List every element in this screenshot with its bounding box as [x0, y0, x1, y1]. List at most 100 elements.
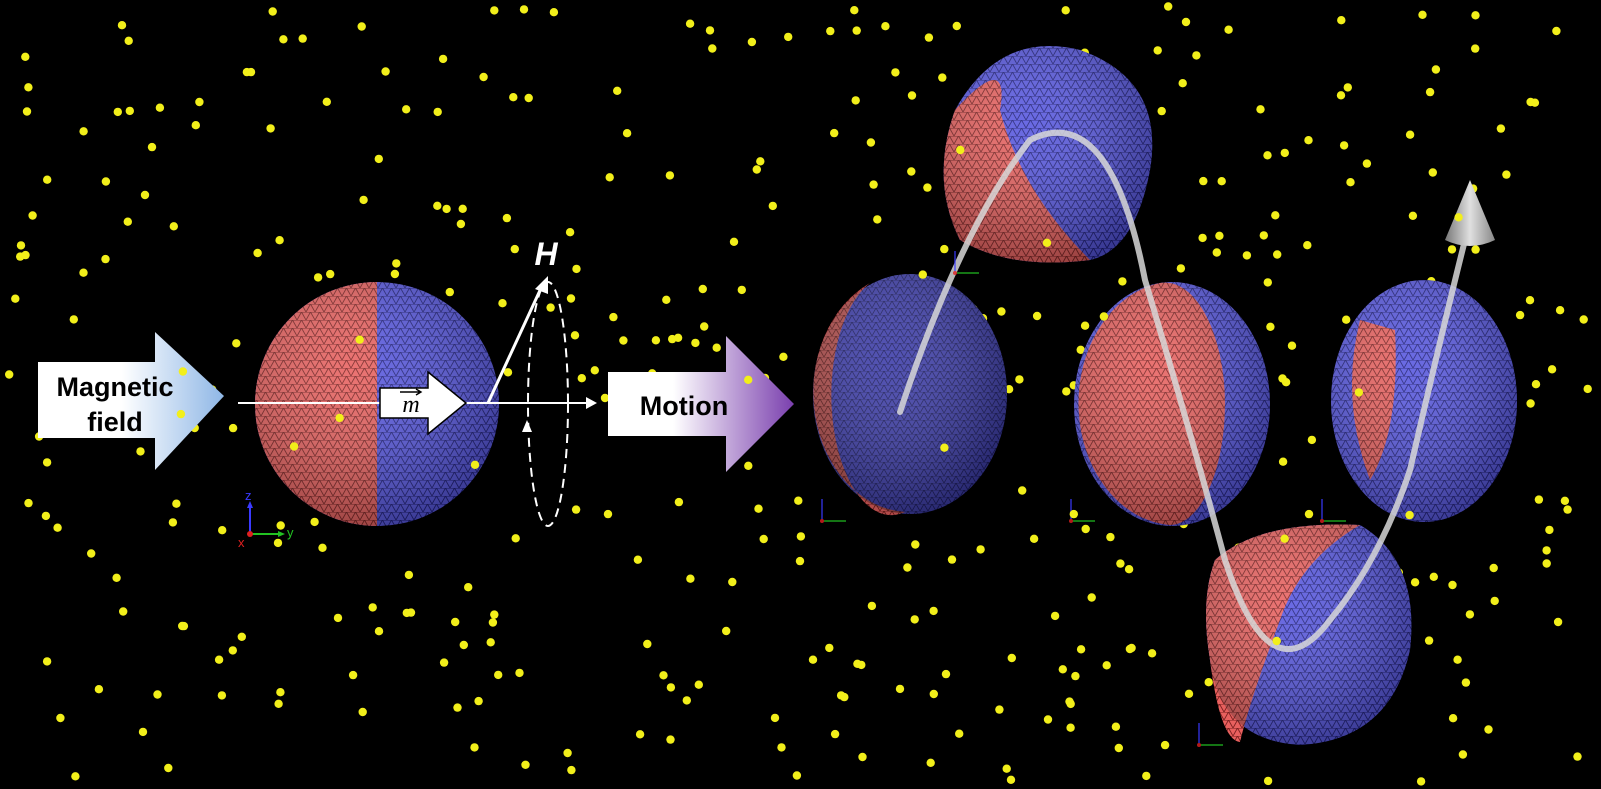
particle: [947, 555, 957, 564]
particle: [374, 627, 384, 636]
particle: [1199, 176, 1208, 186]
particle: [1204, 678, 1213, 687]
particle: [112, 573, 121, 582]
particle: [333, 613, 343, 623]
particle: [659, 671, 668, 680]
particle: [1124, 565, 1134, 574]
particle: [759, 534, 768, 544]
particle: [619, 336, 628, 345]
particle: [1160, 740, 1170, 750]
particle: [1087, 593, 1096, 602]
particle: [509, 93, 518, 102]
particle: [228, 423, 238, 433]
particle: [565, 228, 575, 237]
particle: [651, 336, 661, 345]
particle: [1080, 321, 1090, 330]
particle: [744, 461, 753, 470]
particle: [1081, 524, 1090, 534]
particle: [79, 268, 88, 277]
particle: [494, 670, 503, 680]
particle: [433, 107, 442, 117]
particle: [1346, 178, 1355, 187]
particle: [274, 699, 283, 708]
particle: [768, 201, 777, 211]
particle: [777, 743, 786, 752]
particle: [24, 83, 33, 92]
particle: [1127, 643, 1136, 653]
particle: [147, 142, 157, 152]
particle: [313, 273, 323, 282]
particle: [873, 215, 882, 224]
particle: [1304, 509, 1314, 519]
particle: [298, 34, 307, 43]
particle: [1066, 723, 1075, 732]
field-vector-arrowhead: [535, 276, 548, 294]
particle: [852, 26, 861, 35]
particle-field-front: [5, 21, 1570, 781]
particle: [168, 518, 178, 527]
particle: [1278, 457, 1288, 466]
particle: [1471, 245, 1480, 254]
particle: [1339, 141, 1349, 150]
particle: [708, 44, 717, 53]
particle: [490, 610, 499, 619]
particle: [907, 91, 917, 100]
particle: [42, 458, 52, 467]
particle: [53, 523, 62, 532]
particle: [155, 103, 165, 112]
particle: [929, 606, 938, 616]
particle: [470, 460, 480, 469]
particle: [113, 107, 123, 117]
particle: [546, 303, 555, 312]
particle: [1343, 83, 1353, 92]
particle: [358, 707, 367, 717]
particle: [1303, 241, 1312, 250]
particle: [635, 730, 645, 739]
particle: [138, 727, 148, 737]
axis-triad: z y x: [238, 488, 294, 550]
moment-vector-arrow: m: [379, 370, 468, 436]
particle: [1266, 322, 1275, 331]
particle: [1425, 87, 1435, 97]
particle: [1263, 151, 1272, 160]
particle: [1471, 44, 1480, 53]
particle: [1076, 345, 1085, 354]
particle: [1547, 365, 1557, 374]
particle: [459, 640, 468, 650]
particle: [276, 688, 285, 697]
particle: [722, 626, 731, 636]
particle: [486, 638, 495, 647]
particle: [666, 683, 676, 692]
particle: [729, 237, 739, 246]
particle: [1153, 46, 1162, 55]
particle: [1111, 722, 1121, 731]
particle: [685, 19, 695, 28]
particle: [1181, 17, 1191, 27]
particle: [1042, 238, 1052, 247]
particle: [357, 22, 366, 31]
particle: [613, 86, 622, 96]
particle: [1447, 245, 1457, 254]
particle: [451, 617, 460, 627]
particle: [1579, 315, 1588, 324]
particle: [1116, 559, 1125, 568]
particle: [694, 680, 703, 689]
particle: [1545, 525, 1554, 535]
particle: [1224, 25, 1233, 34]
particle: [926, 758, 935, 767]
particle: [995, 705, 1004, 714]
particle: [686, 574, 695, 583]
particle: [22, 107, 32, 116]
particle: [228, 646, 237, 655]
particle: [1259, 231, 1269, 240]
particle: [519, 5, 529, 14]
particle: [176, 409, 186, 419]
particle: [923, 183, 932, 192]
particle: [442, 204, 451, 214]
particle: [997, 307, 1006, 316]
particle: [502, 213, 512, 223]
particle: [1118, 277, 1127, 286]
particle: [1142, 771, 1151, 781]
particle: [941, 669, 951, 679]
particle: [572, 264, 581, 274]
